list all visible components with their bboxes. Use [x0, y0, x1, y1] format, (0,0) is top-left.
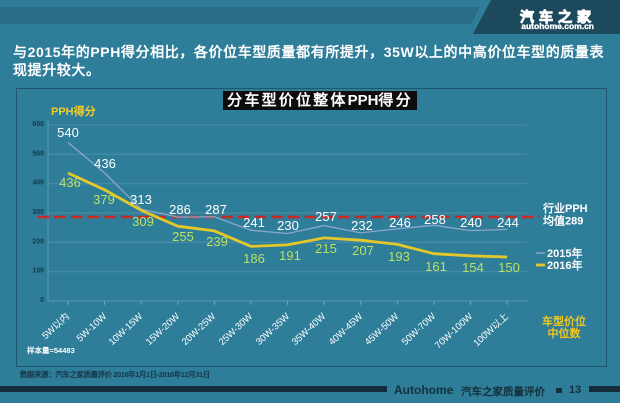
svg-text:246: 246: [389, 215, 411, 230]
svg-text:258: 258: [424, 212, 446, 227]
svg-text:207: 207: [352, 243, 374, 258]
svg-text:车型价位: 车型价位: [542, 314, 586, 328]
svg-text:25W-30W: 25W-30W: [217, 311, 255, 348]
svg-text:154: 154: [462, 260, 484, 275]
svg-text:161: 161: [425, 259, 447, 274]
svg-text:100W以上: 100W以上: [471, 311, 511, 349]
svg-text:241: 241: [243, 215, 265, 230]
svg-text:309: 309: [132, 214, 154, 229]
svg-text:40W-45W: 40W-45W: [327, 311, 365, 348]
svg-text:35W-40W: 35W-40W: [290, 311, 328, 348]
svg-text:379: 379: [93, 192, 115, 207]
svg-text:20W-25W: 20W-25W: [180, 311, 218, 348]
svg-text:5W-10W: 5W-10W: [75, 311, 109, 344]
svg-text:286: 286: [169, 202, 191, 217]
svg-text:191: 191: [279, 248, 301, 263]
svg-text:436: 436: [94, 156, 116, 171]
svg-text:230: 230: [277, 218, 299, 233]
svg-text:400: 400: [32, 180, 44, 187]
svg-text:436: 436: [59, 175, 81, 190]
svg-text:10W-15W: 10W-15W: [107, 311, 145, 348]
svg-text:244: 244: [497, 215, 519, 230]
svg-text:100: 100: [32, 268, 44, 275]
svg-text:45W-50W: 45W-50W: [363, 311, 401, 348]
svg-text:50W-70W: 50W-70W: [400, 311, 438, 348]
svg-text:232: 232: [351, 218, 373, 233]
svg-text:2016年: 2016年: [547, 258, 582, 272]
svg-text:2015年: 2015年: [547, 246, 582, 260]
svg-text:150: 150: [498, 260, 520, 275]
svg-text:5W以内: 5W以内: [40, 310, 73, 341]
svg-text:239: 239: [206, 234, 228, 249]
svg-text:257: 257: [315, 209, 337, 224]
svg-text:70W-100W: 70W-100W: [433, 311, 475, 351]
svg-text:215: 215: [315, 241, 337, 256]
svg-text:500: 500: [32, 150, 44, 157]
svg-text:30W-35W: 30W-35W: [254, 311, 292, 348]
svg-text:15W-20W: 15W-20W: [144, 311, 182, 348]
svg-text:313: 313: [130, 192, 152, 207]
svg-text:287: 287: [205, 202, 227, 217]
svg-text:200: 200: [32, 238, 44, 245]
svg-text:193: 193: [388, 249, 410, 264]
svg-text:0: 0: [40, 297, 44, 304]
svg-text:186: 186: [243, 251, 265, 266]
svg-text:300: 300: [32, 209, 44, 216]
svg-text:均值289: 均值289: [543, 214, 583, 228]
svg-text:中位数: 中位数: [548, 326, 582, 340]
svg-text:600: 600: [32, 121, 44, 128]
svg-text:540: 540: [57, 125, 79, 140]
svg-text:255: 255: [172, 229, 194, 244]
svg-text:行业PPH: 行业PPH: [542, 201, 588, 215]
svg-text:240: 240: [460, 215, 482, 230]
